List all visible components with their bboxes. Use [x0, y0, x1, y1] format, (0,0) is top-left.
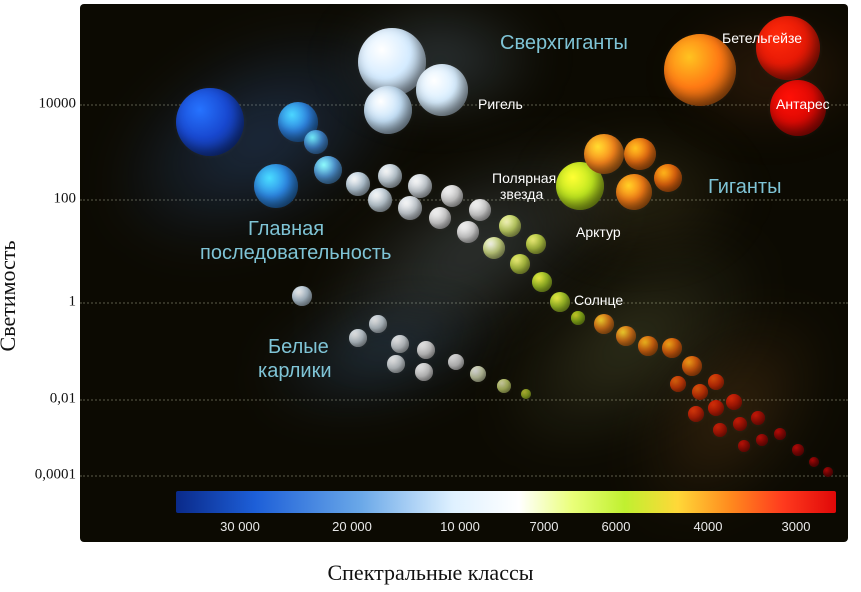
- star: [664, 34, 736, 106]
- star: [733, 417, 747, 431]
- temperature-tick: 30 000: [220, 519, 260, 534]
- star: [713, 423, 727, 437]
- star: [662, 338, 682, 358]
- star: [616, 326, 636, 346]
- gridline: [80, 199, 848, 201]
- star: [688, 406, 704, 422]
- star: [304, 130, 328, 154]
- star: [378, 164, 402, 188]
- plot-area: Сверхгиганты Гиганты Главнаяпоследовательн…: [80, 4, 848, 542]
- star: [369, 315, 387, 333]
- star: [756, 16, 820, 80]
- y-tick-label: 100: [26, 191, 76, 208]
- nebula-glow: [239, 264, 520, 443]
- gridline: [80, 302, 848, 304]
- temperature-scale: [176, 491, 836, 513]
- star: [176, 88, 244, 156]
- star: [670, 376, 686, 392]
- star: [349, 329, 367, 347]
- star: [682, 356, 702, 376]
- star: [638, 336, 658, 356]
- y-axis-title: Светимость: [0, 241, 21, 352]
- star: [521, 389, 531, 399]
- y-tick-label: 1: [26, 294, 76, 311]
- star: [391, 335, 409, 353]
- temperature-tick: 20 000: [332, 519, 372, 534]
- star: [823, 467, 833, 477]
- star: [770, 80, 826, 136]
- star: [624, 138, 656, 170]
- star: [497, 379, 511, 393]
- y-tick-label: 10000: [26, 96, 76, 113]
- star-label: Полярная: [492, 170, 556, 186]
- star: [441, 185, 463, 207]
- star: [368, 188, 392, 212]
- star: [483, 237, 505, 259]
- star: [364, 86, 412, 134]
- region-label: Главная: [248, 218, 324, 241]
- star-label: Солнце: [574, 292, 623, 308]
- star: [726, 394, 742, 410]
- region-label: Гиганты: [708, 176, 781, 199]
- star: [510, 254, 530, 274]
- star: [809, 457, 819, 467]
- star: [550, 292, 570, 312]
- star: [457, 221, 479, 243]
- star: [751, 411, 765, 425]
- hr-diagram: Светимость Спектральные классы Сверхгига…: [0, 0, 861, 592]
- region-label: Белые: [268, 336, 329, 359]
- y-tick-label: 0,01: [26, 391, 76, 408]
- star: [254, 164, 298, 208]
- star-label: Арктур: [576, 224, 621, 240]
- star: [692, 384, 708, 400]
- star: [756, 434, 768, 446]
- star: [470, 366, 486, 382]
- star: [526, 234, 546, 254]
- star: [616, 174, 652, 210]
- star: [415, 363, 433, 381]
- star: [429, 207, 451, 229]
- star: [571, 311, 585, 325]
- star: [387, 355, 405, 373]
- temperature-tick: 3000: [782, 519, 811, 534]
- gridline: [80, 475, 848, 477]
- star: [346, 172, 370, 196]
- star: [499, 215, 521, 237]
- region-label: последовательность: [200, 242, 391, 265]
- temperature-tick: 7000: [530, 519, 559, 534]
- star: [654, 164, 682, 192]
- region-label: карлики: [258, 360, 332, 383]
- star: [774, 428, 786, 440]
- star: [292, 286, 312, 306]
- star: [417, 341, 435, 359]
- region-label: Сверхгиганты: [500, 32, 628, 55]
- y-tick-label: 0,0001: [26, 467, 76, 484]
- temperature-tick: 6000: [602, 519, 631, 534]
- star: [314, 156, 342, 184]
- star: [594, 314, 614, 334]
- star: [708, 400, 724, 416]
- star: [738, 440, 750, 452]
- star: [469, 199, 491, 221]
- star: [416, 64, 468, 116]
- temperature-tick: 4000: [694, 519, 723, 534]
- x-axis-title: Спектральные классы: [0, 560, 861, 586]
- temperature-tick: 10 000: [440, 519, 480, 534]
- star: [408, 174, 432, 198]
- star: [584, 134, 624, 174]
- star: [708, 374, 724, 390]
- star: [398, 196, 422, 220]
- star: [792, 444, 804, 456]
- star: [532, 272, 552, 292]
- star: [448, 354, 464, 370]
